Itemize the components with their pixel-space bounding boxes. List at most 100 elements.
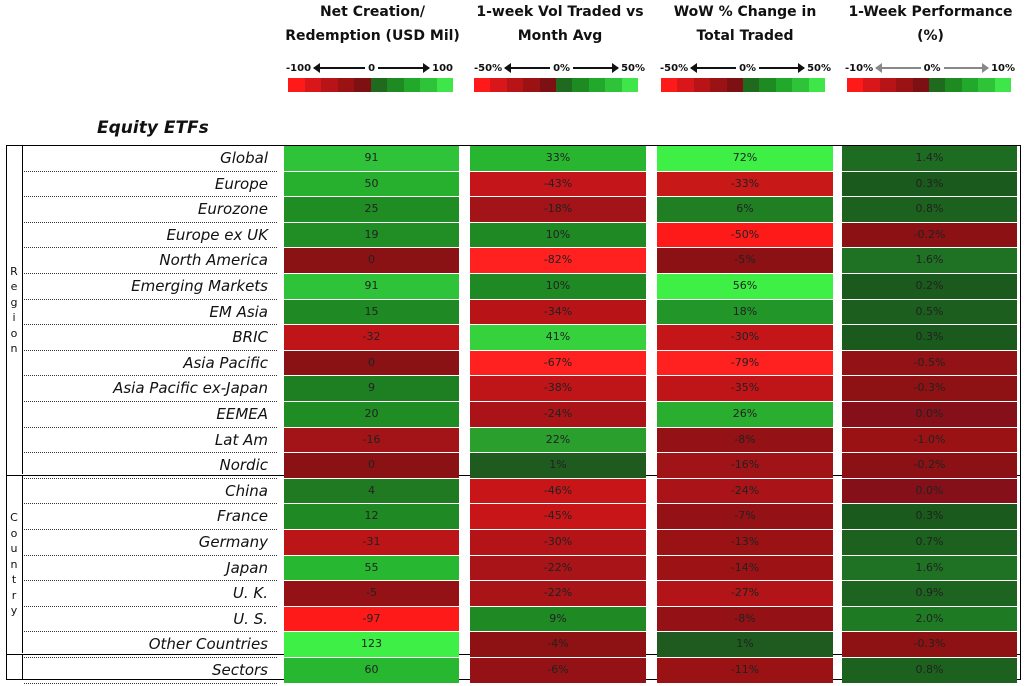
legend-swatch: [288, 78, 305, 92]
group-letter: o: [10, 326, 18, 340]
legend-swatch: [929, 78, 946, 92]
heatmap-cell: 41%: [470, 325, 646, 350]
heatmap-cell: -30%: [470, 530, 646, 555]
row-label: Europe ex UK: [24, 223, 277, 249]
heatmap-cell: -22%: [470, 581, 646, 606]
heatmap-cell: 0.8%: [842, 197, 1017, 222]
header-vol-traded: 1-week Vol Traded vs Month Avg: [470, 0, 650, 48]
scale-min: -100: [286, 62, 312, 74]
heatmap-cell: 10%: [470, 274, 646, 299]
table-row: North America 0 -82% -5% 1.6%: [24, 248, 1021, 274]
table-row: Other Countries 123 -4% 1% -0.3%: [24, 632, 1021, 658]
heatmap-cell: -97: [284, 606, 459, 632]
heatmap-cell: 0.8%: [842, 658, 1017, 683]
heatmap-cell: -11%: [657, 658, 833, 683]
legend-swatch: [775, 78, 793, 92]
arrow-right-icon: [759, 63, 806, 73]
heatmap-cell: 15: [284, 299, 459, 325]
scale-max: 100: [432, 62, 453, 74]
table-row: France 12 -45% -7% 0.3%: [24, 504, 1021, 530]
table-row: Europe ex UK 19 10% -50% -0.2%: [24, 222, 1021, 249]
heatmap-cell: 0.5%: [842, 299, 1017, 325]
legend-swatch: [808, 78, 826, 92]
heatmap-cell: 72%: [657, 146, 833, 171]
heatmap-cell: 0.3%: [842, 504, 1017, 529]
legend-swatch: [912, 78, 930, 92]
heatmap-cell: -46%: [470, 478, 646, 504]
group-letter: R: [10, 264, 18, 278]
heatmap-cell: 0: [284, 453, 459, 478]
header-wow-change: WoW % Change in Total Traded: [655, 0, 835, 48]
heatmap-cell: 56%: [657, 274, 833, 299]
table-row: U. S. -97 9% -8% 2.0%: [24, 606, 1021, 633]
heatmap-cell: -32: [284, 325, 459, 350]
heatmap-cell: -30%: [657, 325, 833, 350]
legend-swatch: [693, 78, 711, 92]
heatmap-cell: -0.2%: [842, 453, 1017, 478]
arrow-left-icon: [875, 63, 921, 73]
heatmap-cell: -0.5%: [842, 350, 1017, 376]
heatmap-cell: -18%: [470, 197, 646, 222]
header-line1: Net Creation/: [319, 4, 426, 20]
row-label: Japan: [24, 556, 277, 582]
legend-swatch: [994, 78, 1012, 92]
heatmap-cell: 0.3%: [842, 171, 1017, 197]
legend-swatch: [337, 78, 354, 92]
table-row: Japan 55 -22% -14% 1.6%: [24, 555, 1021, 582]
heatmap-cell: 60: [284, 658, 459, 683]
heatmap-cell: 0.9%: [842, 581, 1017, 606]
heatmap-cell: 0.2%: [842, 274, 1017, 299]
legend-swatch: [743, 78, 760, 92]
legend-swatch: [605, 78, 622, 92]
row-label: Europe: [24, 172, 277, 198]
heatmap-cell: 9: [284, 376, 459, 401]
legend-swatch: [539, 78, 557, 92]
row-label: BRIC: [24, 325, 277, 351]
heatmap-cell: 1.6%: [842, 248, 1017, 273]
scale-net-creation: -100 0 100: [286, 60, 453, 76]
row-label: Lat Am: [24, 428, 277, 454]
group-letter: i: [12, 311, 16, 324]
row-label: Asia Pacific: [24, 351, 277, 377]
arrow-left-icon: [313, 63, 366, 73]
header-line1: 1-week Vol Traded vs: [476, 4, 644, 20]
heatmap-cell: 0.3%: [842, 325, 1017, 350]
legend-bar-vol-traded: [474, 78, 639, 92]
heatmap-cell: 12: [284, 504, 459, 529]
row-label: Sectors: [24, 658, 277, 684]
row-label: U. K.: [24, 581, 277, 607]
heatmap-cell: -22%: [470, 555, 646, 581]
group-letter: g: [10, 295, 18, 309]
legend-bar-performance: [847, 78, 1012, 92]
heatmap-cell: 123: [284, 632, 459, 657]
heatmap-cell: 1.6%: [842, 555, 1017, 581]
heatmap-cell: 1%: [470, 453, 646, 478]
heatmap-cell: 20: [284, 402, 459, 427]
section-title: Equity ETFs: [97, 118, 209, 138]
row-label: China: [24, 479, 277, 505]
scale-mid: 0%: [739, 62, 757, 74]
scale-mid: 0%: [553, 62, 571, 74]
row-label: Germany: [24, 530, 277, 556]
legend-swatch: [304, 78, 321, 92]
legend-swatch: [572, 78, 589, 92]
heatmap-cell: 10%: [470, 222, 646, 248]
row-label: Nordic: [24, 453, 277, 479]
heatmap-cell: 18%: [657, 299, 833, 325]
legend-bar-wow-change: [661, 78, 826, 92]
group-letter: C: [10, 511, 18, 525]
heatmap-cell: -33%: [657, 171, 833, 197]
legend-swatch: [945, 78, 962, 92]
scale-max: 50%: [621, 62, 646, 74]
heatmap-cell: -14%: [657, 555, 833, 581]
heatmap-cell: 0.0%: [842, 402, 1017, 427]
group-letter: e: [10, 280, 18, 293]
heatmap-cell: -67%: [470, 350, 646, 376]
scale-min: -10%: [845, 62, 874, 74]
legend-swatch: [387, 78, 404, 92]
legend-swatch: [621, 78, 639, 92]
legend-swatch: [506, 78, 524, 92]
heatmap-cell: 0: [284, 350, 459, 376]
row-label: EM Asia: [24, 300, 277, 326]
table-row: BRIC -32 41% -30% 0.3%: [24, 325, 1021, 351]
